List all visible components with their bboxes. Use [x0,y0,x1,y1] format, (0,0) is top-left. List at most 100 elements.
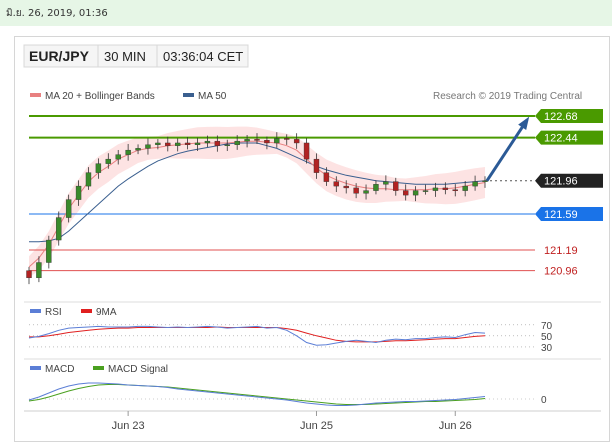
rsi-legend: RSI 9MA [30,307,117,318]
legend-ma50: MA 50 [198,91,227,102]
candle-body [75,185,82,200]
legend-swatch-ma50 [183,93,194,97]
candle-body [184,142,191,145]
candle-body [115,154,121,160]
candle-body [353,187,359,194]
candle-body [472,181,478,187]
rsi-axis-label: 70 [541,321,553,332]
candle-body [105,158,112,164]
candle-body [26,270,32,279]
legend-swatch-macd [30,366,41,370]
candle-body [393,181,399,191]
timeframe-label: 30 MIN [104,49,146,64]
level-label: 121.59 [544,209,578,221]
macd-signal-line [28,384,486,405]
candle-body [462,185,468,191]
candle-body [46,239,52,263]
macd-plot: 0 [28,382,547,406]
candle-body [165,142,171,146]
legend-swatch-macd-signal [93,366,104,370]
level-label-box [535,173,603,188]
candle-body [402,190,409,196]
candle-body [145,144,151,149]
level-label: 122.44 [544,133,578,145]
candle-body [323,172,330,182]
candle-body [452,189,458,191]
legend-macd-signal: MACD Signal [108,364,168,375]
candle-body [412,190,419,196]
level-label-box [535,206,603,221]
main-legend: MA 20 + Bollinger Bands MA 50 Research ©… [30,91,582,102]
chart-header: EUR/JPY 30 MIN 03:36:04 CET [23,44,249,68]
candle-body [313,158,320,173]
candle-body [442,187,449,190]
forecast-arrow [485,119,529,182]
candle-body [303,142,310,160]
x-axis: Jun 23 Jun 25 Jun 26 [24,410,601,432]
chart-panel: EUR/JPY 30 MIN 03:36:04 CET MA 20 + Boll… [14,36,610,442]
legend-9ma: 9MA [96,307,117,318]
candle-body [85,172,92,187]
level-label-box [535,108,603,123]
candle-body [194,142,201,145]
candle-body [333,181,340,187]
level-label: 121.96 [544,176,578,188]
time-label: 03:36:04 CET [163,49,243,64]
candle-body [274,138,280,144]
macd-axis-label: 0 [541,395,547,406]
candle-body [284,138,290,140]
candle-body [254,139,260,141]
candle-body [65,199,72,218]
chart-svg: EUR/JPY 30 MIN 03:36:04 CET MA 20 + Boll… [23,44,603,432]
candle-body [234,140,240,145]
candle-body [432,187,439,191]
main-plot: 122.68 122.44 121.96 121.59 121.19 120.96 [26,108,603,285]
candle-body [224,144,230,146]
candle-body [244,139,250,142]
candle-body [383,181,389,185]
credit-text: Research © 2019 Trading Central [433,91,582,102]
level-label: 120.96 [544,266,578,278]
rsi-ma-line [29,326,486,343]
x-tick-label: Jun 25 [300,420,333,432]
candle-body [56,217,62,241]
legend-ma20: MA 20 + Bollinger Bands [45,91,155,102]
candle-body [125,149,131,155]
legend-macd: MACD [45,364,74,375]
macd-line [28,382,486,406]
level-label: 122.68 [544,111,578,123]
symbol-label: EUR/JPY [29,48,90,64]
macd-legend: MACD MACD Signal [30,364,168,375]
rsi-line [28,325,486,346]
candle-body [482,180,488,182]
level-label: 121.19 [544,245,578,257]
candle-body [214,140,221,146]
candle-body [135,148,141,151]
candle-body [174,142,181,146]
candle-body [373,184,379,191]
candle-body [343,185,349,189]
legend-rsi: RSI [45,307,62,318]
legend-swatch-rsi [30,309,41,313]
rsi-axis-label: 30 [541,343,553,354]
x-tick-label: Jun 23 [112,420,145,432]
bollinger-band [29,126,485,278]
datetime-label: มิ.ย. 26, 2019, 01:36 [6,8,108,19]
x-tick-label: Jun 26 [439,420,472,432]
candle-body [293,139,300,144]
header-box [23,44,249,68]
candle-body [264,140,270,144]
legend-swatch-ma20 [30,93,41,97]
candle-body [422,190,429,192]
rsi-axis-label: 50 [541,332,553,343]
legend-swatch-9ma [81,309,92,313]
forecast-arrowhead [518,116,530,130]
candle-body [95,163,102,173]
candle-body [36,262,42,279]
candle-body [204,140,211,144]
candle-body [363,190,369,194]
level-label-box [535,130,603,145]
date-bar: มิ.ย. 26, 2019, 01:36 [0,0,612,26]
candle-body [155,142,161,145]
